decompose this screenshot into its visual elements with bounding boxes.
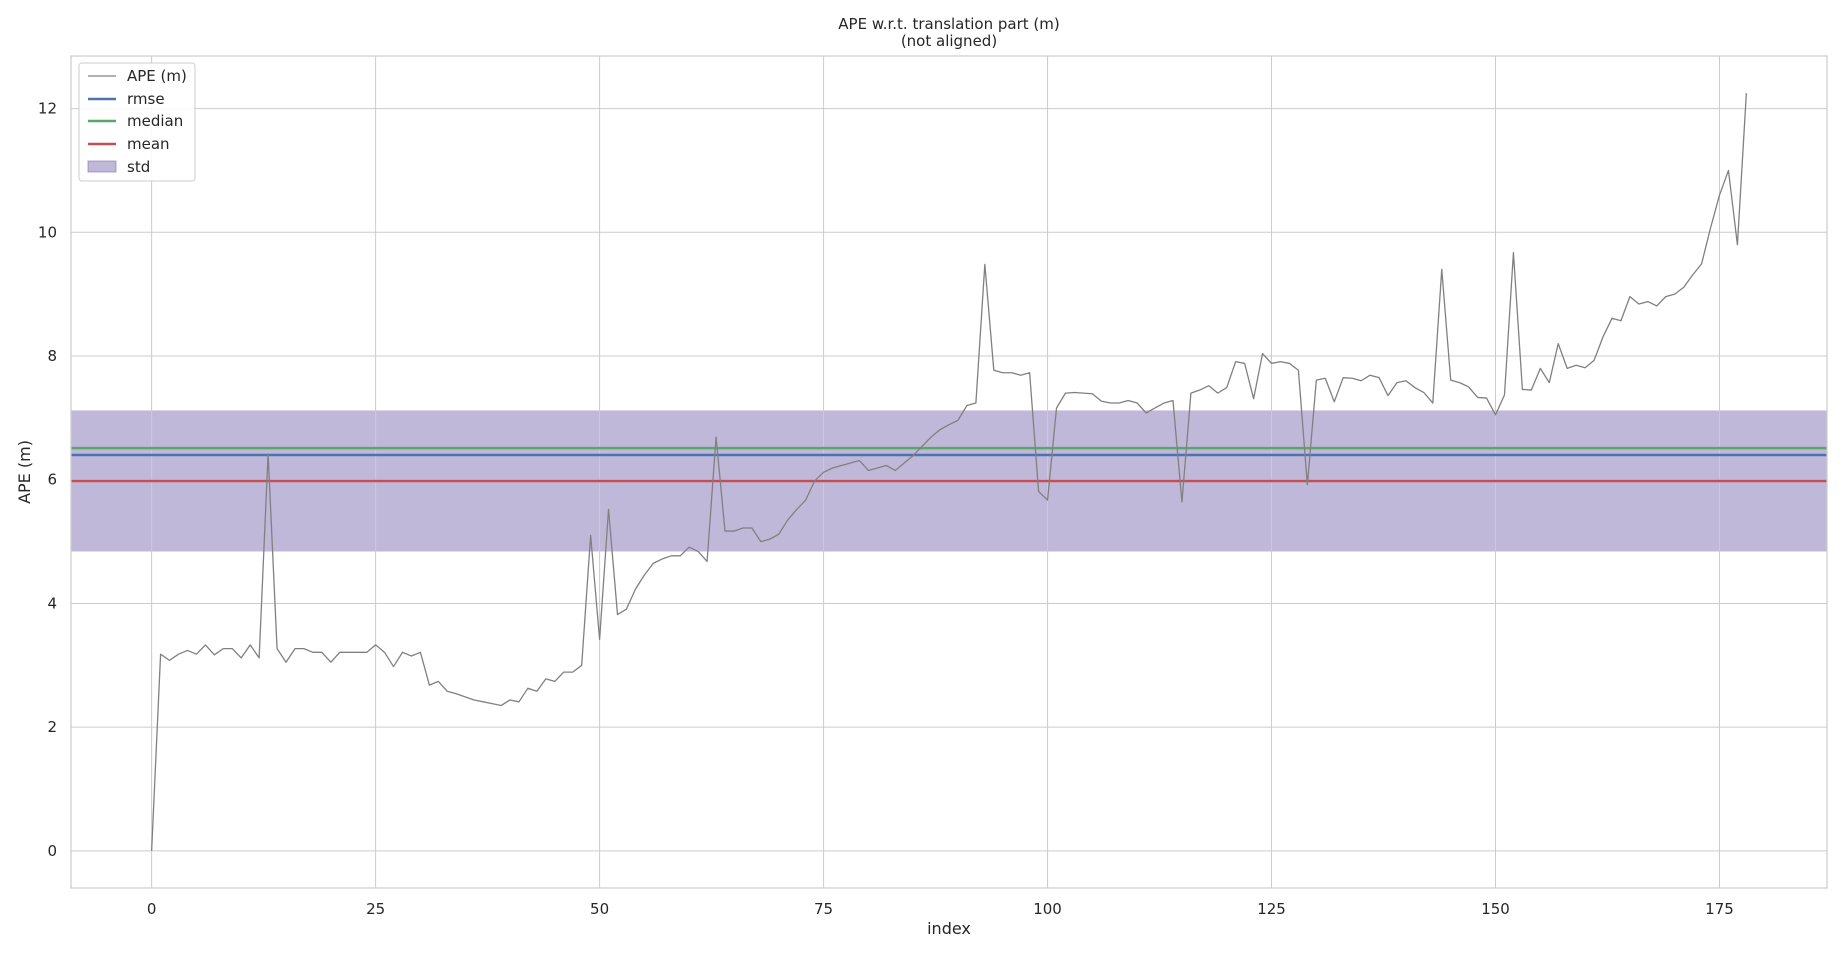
y-tick-label: 10 xyxy=(38,223,57,241)
x-tick-label: 0 xyxy=(147,900,157,918)
ape-series-line xyxy=(150,93,1748,851)
y-tick-label: 0 xyxy=(47,842,57,860)
y-tick-label: 12 xyxy=(38,100,57,118)
legend-swatch-std xyxy=(87,160,117,173)
chart-subtitle: (not aligned) xyxy=(901,32,997,50)
legend-label-rmse: rmse xyxy=(127,90,165,108)
y-tick-label: 4 xyxy=(47,594,57,612)
legend: APE (m) rmse median mean std xyxy=(78,62,196,182)
y-tick-label: 8 xyxy=(47,347,57,365)
chart-title: APE w.r.t. translation part (m) xyxy=(838,15,1059,33)
y-axis-label: APE (m) xyxy=(15,440,34,504)
y-tick-label: 6 xyxy=(47,471,57,489)
legend-label-mean: mean xyxy=(127,135,170,153)
legend-label-ape: APE (m) xyxy=(127,67,187,85)
x-tick-label: 175 xyxy=(1705,900,1734,918)
x-tick-label: 75 xyxy=(814,900,833,918)
x-tick-label: 100 xyxy=(1033,900,1062,918)
x-tick-label: 150 xyxy=(1481,900,1510,918)
x-tick-label: 25 xyxy=(366,900,385,918)
y-tick-label: 2 xyxy=(47,718,57,736)
legend-frame xyxy=(78,62,196,182)
plot-frame xyxy=(70,55,1828,889)
legend-label-std: std xyxy=(127,158,150,176)
legend-label-median: median xyxy=(127,112,183,130)
x-tick-label: 125 xyxy=(1257,900,1286,918)
x-axis-label: index xyxy=(927,919,971,938)
x-tick-label: 50 xyxy=(590,900,609,918)
